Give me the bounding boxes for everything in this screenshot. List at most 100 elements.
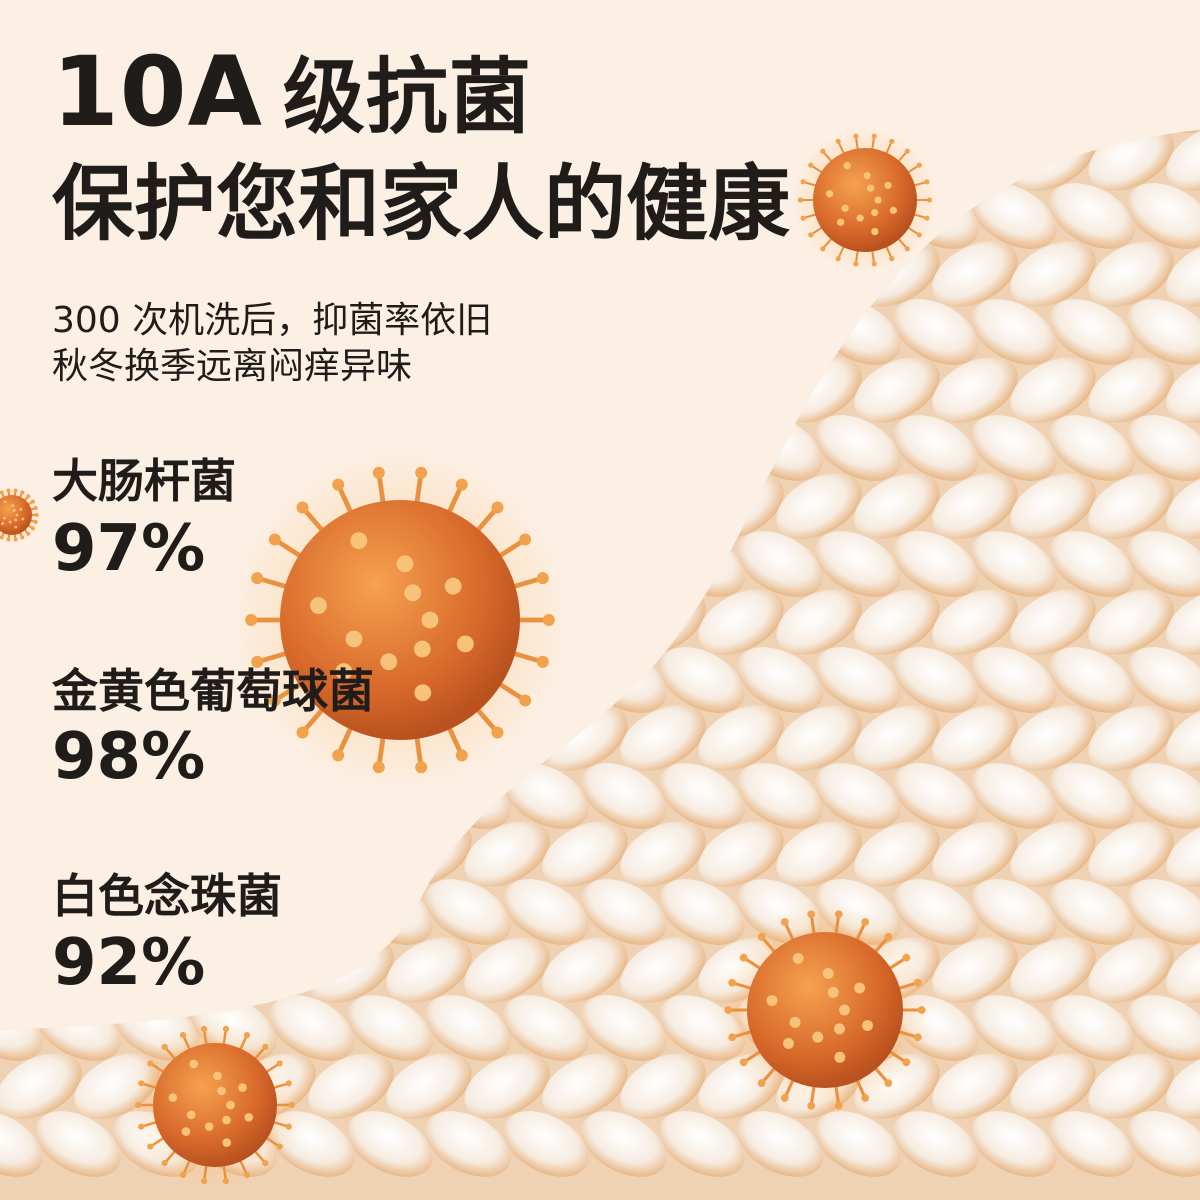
knit-loop [1088, 589, 1174, 655]
knit-loop [1088, 705, 1174, 771]
knit-loop [542, 1053, 628, 1119]
knit-loop [503, 879, 589, 945]
knit-loop [1088, 241, 1174, 307]
stat-rate: 92% [52, 926, 206, 1000]
knit-loop [581, 995, 667, 1061]
headline: 10A 级抗菌 [52, 39, 532, 146]
bacteria-icon [715, 900, 935, 1120]
knit-loop [425, 1111, 511, 1177]
knit-loop [425, 879, 511, 945]
knit-loop [620, 705, 706, 771]
knit-loop [854, 821, 940, 887]
knit-loop [1049, 415, 1135, 481]
knit-loop [854, 705, 940, 771]
knit-loop [1049, 763, 1135, 829]
knit-loop [581, 763, 667, 829]
knit-loop [971, 299, 1057, 365]
knit-loop [815, 1111, 901, 1177]
knit-loop [893, 415, 979, 481]
knit-loop [1049, 183, 1135, 249]
bacteria-icon [0, 487, 40, 543]
knit-loop [1049, 879, 1135, 945]
knit-loop [1166, 130, 1200, 191]
knit-loop [503, 995, 589, 1061]
knit-loop [0, 1053, 82, 1119]
knit-loop [893, 763, 979, 829]
knit-loop [1088, 1053, 1174, 1119]
knit-loop [0, 183, 43, 249]
knit-loop [35, 1111, 121, 1177]
stat-name: 金黄色葡萄球菌 [52, 664, 374, 718]
knit-loop [503, 763, 589, 829]
knit-loop [776, 705, 862, 771]
knit-loop [1010, 241, 1096, 307]
knit-loop [971, 130, 1057, 133]
knit-loop [581, 299, 667, 365]
bacteria-icon [128, 1018, 302, 1192]
knit-loop [971, 647, 1057, 713]
knit-loop [776, 473, 862, 539]
knit-loop [464, 821, 550, 887]
knit-loop [620, 1053, 706, 1119]
knit-loop [0, 299, 43, 365]
knit-loop [0, 647, 43, 713]
knit-loop [620, 357, 706, 423]
knit-loop [1088, 821, 1174, 887]
knit-loop [386, 937, 472, 1003]
knit-loop [815, 763, 901, 829]
knit-loop [893, 647, 979, 713]
knit-loop [815, 415, 901, 481]
knit-loop [854, 473, 940, 539]
knit-loop [1049, 647, 1135, 713]
headline-title: 级抗菌 [282, 50, 532, 145]
knit-loop [698, 705, 784, 771]
knit-loop [0, 415, 43, 481]
knit-loop [1010, 937, 1096, 1003]
knit-loop [971, 995, 1057, 1061]
knit-loop [893, 130, 979, 133]
knit-loop [659, 1111, 745, 1177]
knit-loop [425, 995, 511, 1061]
knit-loop [1127, 415, 1200, 481]
knit-loop [1166, 705, 1200, 771]
knit-loop [1127, 763, 1200, 829]
knit-loop [698, 821, 784, 887]
knit-loop [464, 357, 550, 423]
knit-loop [1010, 821, 1096, 887]
knit-loop [1166, 1053, 1200, 1119]
knit-loop [503, 415, 589, 481]
knit-loop [503, 1111, 589, 1177]
knit-loop [659, 299, 745, 365]
knit-loop [737, 763, 823, 829]
knit-loop [659, 130, 745, 133]
knit-loop [932, 1053, 1018, 1119]
knit-loop [971, 879, 1057, 945]
knit-loop [1127, 299, 1200, 365]
knit-loop [1166, 821, 1200, 887]
knit-loop [1010, 705, 1096, 771]
knit-loop [932, 705, 1018, 771]
knit-loop [1049, 130, 1135, 133]
knit-loop [698, 589, 784, 655]
knit-loop [542, 473, 628, 539]
knit-loop [1127, 1111, 1200, 1177]
knit-loop [464, 937, 550, 1003]
knit-loop [542, 357, 628, 423]
knit-loop [308, 1053, 394, 1119]
knit-loop [308, 821, 394, 887]
knit-loop [1049, 995, 1135, 1061]
knit-loop [620, 937, 706, 1003]
knit-loop [1166, 473, 1200, 539]
knit-loop [932, 937, 1018, 1003]
knit-loop [971, 415, 1057, 481]
knit-loop [776, 821, 862, 887]
stat-rate: 97% [52, 512, 206, 586]
bacteria-icon [232, 452, 568, 788]
knit-loop [893, 299, 979, 365]
stat-name: 大肠杆菌 [52, 454, 236, 508]
knit-loop [503, 299, 589, 365]
knit-loop [1127, 183, 1200, 249]
knit-loop [932, 589, 1018, 655]
knit-loop [620, 821, 706, 887]
